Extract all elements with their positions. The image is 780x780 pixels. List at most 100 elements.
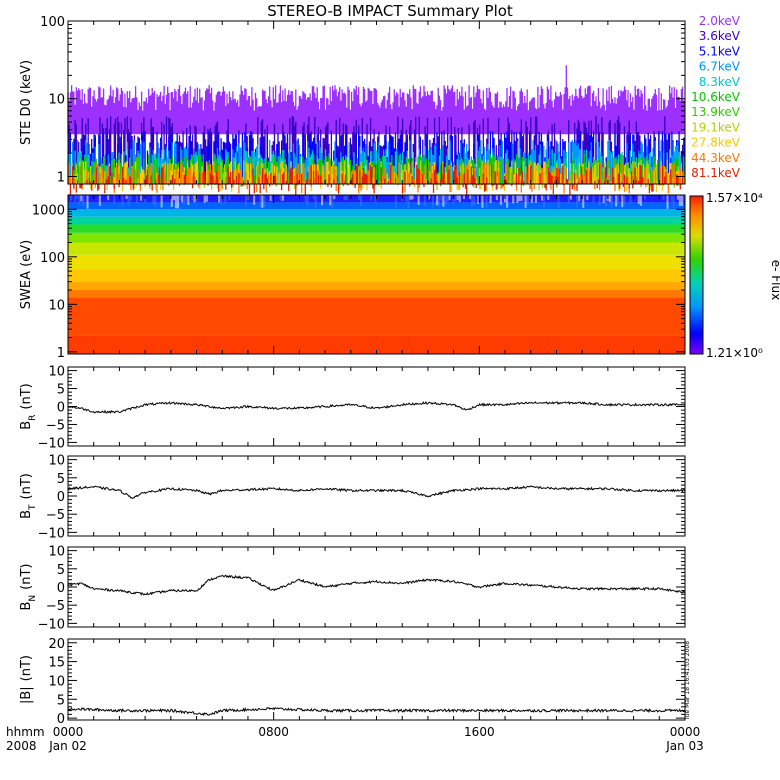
swea-streak — [506, 195, 509, 208]
ytick-label-swea: 10 — [48, 298, 65, 313]
legend-6.7keV: 6.7keV — [699, 60, 741, 74]
panel-swea: 1 10 100 1000 SWEA (eV) — [19, 194, 686, 361]
swea-streak — [682, 195, 685, 201]
ytick-label-swea: 1000 — [32, 203, 65, 218]
swea-streak — [343, 195, 346, 201]
date-tick-label: Jan 02 — [48, 739, 87, 753]
ytick-label-bmag: 5 — [57, 693, 65, 708]
swea-streak — [121, 195, 124, 207]
panel-bt: −10 −5 0 5 10 BT(nT) — [19, 454, 686, 541]
swea-streak — [321, 195, 324, 206]
legend-81.1keV: 81.1keV — [691, 166, 741, 180]
trace-bn — [67, 574, 686, 596]
swea-streak — [436, 195, 439, 206]
frame-bt — [67, 455, 686, 537]
ytick-label-br: −10 — [38, 436, 65, 451]
colorbar-min-label: 1.21×10⁰ — [706, 346, 763, 360]
swea-streak — [269, 195, 272, 202]
ytick-label-bn: 0 — [57, 581, 65, 596]
trace-bt — [67, 485, 686, 500]
swea-streak — [623, 195, 626, 206]
swea-streak — [374, 195, 377, 203]
panel-bn: −10 −5 0 5 10 BN(nT) — [19, 545, 686, 632]
swea-streak — [557, 195, 560, 209]
ytick-label-bmag: 20 — [48, 637, 65, 652]
swea-streak — [576, 195, 579, 208]
swea-streak — [608, 195, 611, 203]
swea-streak — [598, 195, 601, 206]
ytick-label-br: −5 — [46, 418, 65, 433]
swea-band-6 — [68, 242, 685, 255]
swea-streak — [261, 195, 264, 208]
legend-10.6keV: 10.6keV — [691, 90, 741, 104]
swea-streak — [469, 195, 472, 200]
ytick-label-bmag: 0 — [57, 712, 65, 727]
swea-streak — [360, 195, 363, 206]
frame-bmag — [67, 638, 686, 721]
swea-streak — [629, 195, 632, 204]
swea-streak — [127, 195, 130, 206]
swea-streak — [578, 195, 581, 202]
swea-band-10 — [68, 209, 685, 217]
swea-streak — [113, 195, 116, 204]
swea-streak — [191, 195, 194, 201]
swea-streak — [670, 195, 673, 202]
ytick-label-bt: 0 — [57, 490, 65, 505]
swea-streak — [662, 195, 665, 200]
ytick-label-br: 5 — [57, 383, 65, 398]
ytick-label-ste: 1 — [57, 170, 65, 185]
swea-streak — [187, 195, 190, 205]
date-tick-label: Jan 03 — [665, 739, 704, 753]
swea-streak — [432, 195, 435, 208]
swea-streak — [205, 195, 208, 202]
swea-band-8 — [68, 224, 685, 233]
legend-19.1keV: 19.1keV — [691, 120, 741, 134]
generation-timestamp: Tue Mar 18 16:41:03 2008 — [684, 641, 691, 721]
swea-streak — [203, 195, 206, 203]
swea-streak — [473, 195, 476, 205]
swea-streak — [329, 195, 332, 206]
swea-streak — [643, 195, 646, 200]
colorbar-max-label: 1.57×10⁴ — [706, 191, 763, 205]
swea-streak — [446, 195, 449, 202]
swea-streak — [172, 195, 175, 201]
swea-streak — [224, 195, 227, 204]
ytick-label-bmag: 10 — [48, 674, 65, 689]
swea-streak — [405, 195, 408, 202]
swea-streak — [489, 195, 492, 204]
swea-streak — [427, 195, 430, 200]
swea-band-2 — [68, 290, 685, 298]
swea-streak — [592, 195, 595, 203]
swea-band-4 — [68, 269, 685, 282]
swea-streak — [471, 195, 474, 207]
swea-streak — [676, 195, 679, 200]
swea-streak — [456, 195, 459, 201]
ytick-label-br: 10 — [48, 365, 65, 380]
swea-streak — [526, 195, 529, 205]
swea-streak — [253, 195, 256, 205]
swea-band-5 — [68, 254, 685, 270]
swea-band-1 — [68, 297, 685, 336]
swea-streak — [438, 195, 441, 208]
swea-streak — [524, 195, 527, 208]
panel-br: −10 −5 0 5 10 BR(nT) — [19, 365, 686, 451]
swea-streak — [440, 195, 443, 201]
swea-streak — [98, 195, 101, 206]
trace-br — [67, 400, 686, 414]
swea-band-3 — [68, 281, 685, 291]
swea-streak — [135, 195, 138, 204]
swea-band-7 — [68, 232, 685, 243]
swea-streak — [534, 195, 537, 203]
ytick-label-bt: 10 — [48, 454, 65, 469]
swea-streak — [423, 195, 426, 206]
colorbar-gradient — [689, 195, 704, 355]
swea-streak — [477, 195, 480, 204]
ytick-label-bn: −5 — [46, 599, 65, 614]
swea-streak — [181, 195, 184, 203]
swea-streak — [314, 195, 317, 209]
swea-streak — [409, 195, 412, 200]
swea-band-11 — [68, 202, 685, 210]
swea-streak — [244, 195, 247, 207]
legend-2.0keV: 2.0keV — [699, 14, 741, 28]
